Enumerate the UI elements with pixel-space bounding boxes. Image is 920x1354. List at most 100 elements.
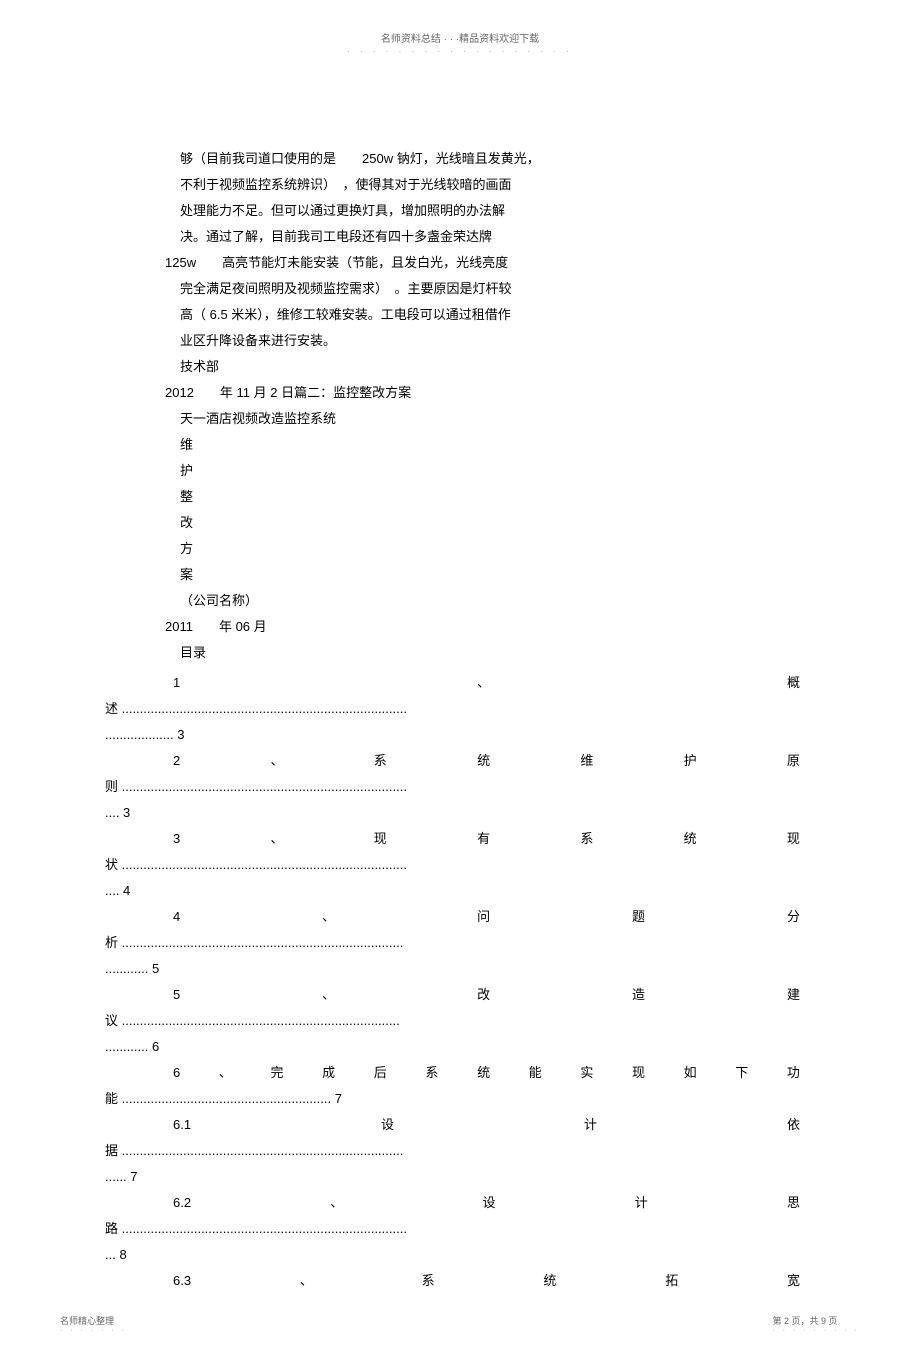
toc-continuation: 路 ......................................…	[105, 1216, 800, 1242]
toc-char: 计	[584, 1112, 597, 1138]
toc-char: 后	[374, 1060, 387, 1086]
toc-char: 依	[787, 1112, 800, 1138]
toc-char: 实	[580, 1060, 593, 1086]
toc-char: 成	[322, 1060, 335, 1086]
toc-entry: 6.1 设 计 依 据 ............................…	[165, 1112, 800, 1190]
toc-char: 统	[477, 1060, 490, 1086]
toc-number: 1	[165, 670, 180, 696]
page-footer: 名师精心整理 · · · · · · · 第 2 页，共 9 页 · · · ·…	[0, 1314, 920, 1334]
toc-continuation: 议 ......................................…	[105, 1008, 800, 1034]
toc-char: 、	[322, 982, 335, 1008]
body-line-2012: 2012 年 11 月 2 日篇二：监控整改方案	[165, 380, 800, 406]
toc-page: ...... 7	[105, 1164, 800, 1190]
toc-char: 建	[787, 982, 800, 1008]
toc-entry: 6 、 完 成 后 系 统 能 实 现 如 下 功 能 ............…	[165, 1060, 800, 1112]
header-dots: · · · · · · · · · · · · · · · · · ·	[0, 47, 920, 56]
vertical-char: 改	[180, 510, 800, 536]
toc-char: 护	[684, 748, 697, 774]
toc-char: 改	[477, 982, 490, 1008]
body-line: 技术部	[165, 354, 800, 380]
toc-char: 设	[381, 1112, 394, 1138]
toc-page: .... 3	[105, 800, 800, 826]
vertical-char: 方	[180, 536, 800, 562]
toc-page: .... 4	[105, 878, 800, 904]
toc-char: 如	[684, 1060, 697, 1086]
toc-char: 功	[787, 1060, 800, 1086]
body-line: 决。通过了解，目前我司工电段还有四十多盏金荣达牌	[165, 224, 800, 250]
toc-continuation: 能 ......................................…	[105, 1086, 800, 1112]
toc-number: 6.1	[165, 1112, 191, 1138]
toc-entry: 2 、 系 统 维 护 原 则 ........................…	[165, 748, 800, 826]
toc-char: 能	[529, 1060, 542, 1086]
footer-right-text: 第 2 页，共 9 页	[772, 1314, 860, 1327]
toc-entry: 3 、 现 有 系 统 现 状 ........................…	[165, 826, 800, 904]
toc-page: ............ 6	[105, 1034, 800, 1060]
footer-left: 名师精心整理 · · · · · · ·	[60, 1314, 127, 1334]
toc-char: 系	[425, 1060, 438, 1086]
toc-char: 、	[322, 904, 335, 930]
body-line-125w: 125w 高亮节能灯未能安装（节能，且发白光，光线亮度	[165, 250, 800, 276]
toc-char: 题	[632, 904, 645, 930]
toc-number: 4	[165, 904, 180, 930]
toc-continuation: 析 ......................................…	[105, 930, 800, 956]
toc-number: 6	[165, 1060, 180, 1086]
toc-char: 现	[787, 826, 800, 852]
document-content: 够（目前我司道口使用的是 250w 钠灯，光线暗且发黄光， 不利于视频监控系统辨…	[0, 56, 920, 1354]
toc-char: 、	[271, 826, 284, 852]
toc-char: 系	[374, 748, 387, 774]
toc-char: 思	[787, 1190, 800, 1216]
toc-entry: 6.2 、 设 计 思 路 ..........................…	[165, 1190, 800, 1268]
toc-char: 、	[330, 1190, 343, 1216]
toc-char: 有	[477, 826, 490, 852]
toc-char: 完	[271, 1060, 284, 1086]
toc-continuation: 则 ......................................…	[105, 774, 800, 800]
header-text: 名师资料总结 · · ·精品资料欢迎下载	[0, 30, 920, 45]
toc-char: 造	[632, 982, 645, 1008]
vertical-char: 整	[180, 484, 800, 510]
toc-char: 问	[477, 904, 490, 930]
toc-char: 统	[684, 826, 697, 852]
toc-char: 统	[477, 748, 490, 774]
toc-page: ... 8	[105, 1242, 800, 1268]
toc-entry: 6.3 、 系 统 拓 宽	[165, 1268, 800, 1294]
toc-char: 计	[635, 1190, 648, 1216]
body-line: 处理能力不足。但可以通过更换灯具，增加照明的办法解	[165, 198, 800, 224]
toc-entry: 1 、 概 述 ................................…	[165, 670, 800, 748]
toc-char: 维	[580, 748, 593, 774]
vertical-title: 维 护 整 改 方 案	[165, 432, 800, 588]
toc-char: 系	[422, 1268, 435, 1294]
body-line-mulu: 目录	[165, 640, 800, 666]
body-line-company: （公司名称）	[165, 588, 800, 614]
toc-char: 下	[735, 1060, 748, 1086]
body-line: 不利于视频监控系统辨识） ，使得其对于光线较暗的画面	[165, 172, 800, 198]
toc-number: 5	[165, 982, 180, 1008]
toc-char: 原	[787, 748, 800, 774]
toc-char: 概	[787, 670, 800, 696]
body-line-2011: 2011 年 06 月	[165, 614, 800, 640]
toc-char: 、	[219, 1060, 232, 1086]
page-header: 名师资料总结 · · ·精品资料欢迎下载 · · · · · · · · · ·…	[0, 0, 920, 56]
toc-continuation: 状 ......................................…	[105, 852, 800, 878]
vertical-char: 护	[180, 458, 800, 484]
toc-char: 系	[580, 826, 593, 852]
toc-number: 2	[165, 748, 180, 774]
footer-dots: · · · · · · ·	[60, 1327, 127, 1334]
table-of-contents: 1 、 概 述 ................................…	[165, 670, 800, 1294]
toc-number: 6.2	[165, 1190, 191, 1216]
toc-char: 、	[300, 1268, 313, 1294]
toc-continuation: 据 ......................................…	[105, 1138, 800, 1164]
body-line-tianyi: 天一酒店视频改造监控系统	[165, 406, 800, 432]
footer-left-text: 名师精心整理	[60, 1314, 127, 1327]
toc-char: 、	[271, 748, 284, 774]
toc-entry: 4 、 问 题 分 析 ............................…	[165, 904, 800, 982]
toc-char: 现	[632, 1060, 645, 1086]
body-line: 业区升降设备来进行安装。	[165, 328, 800, 354]
toc-char: 统	[543, 1268, 556, 1294]
toc-page: ............ 5	[105, 956, 800, 982]
toc-char: 现	[374, 826, 387, 852]
toc-char: 、	[477, 670, 490, 696]
footer-dots: · · · · · · · · ·	[772, 1327, 860, 1334]
toc-char: 设	[483, 1190, 496, 1216]
toc-char: 分	[787, 904, 800, 930]
toc-entry: 5 、 改 造 建 议 ............................…	[165, 982, 800, 1060]
